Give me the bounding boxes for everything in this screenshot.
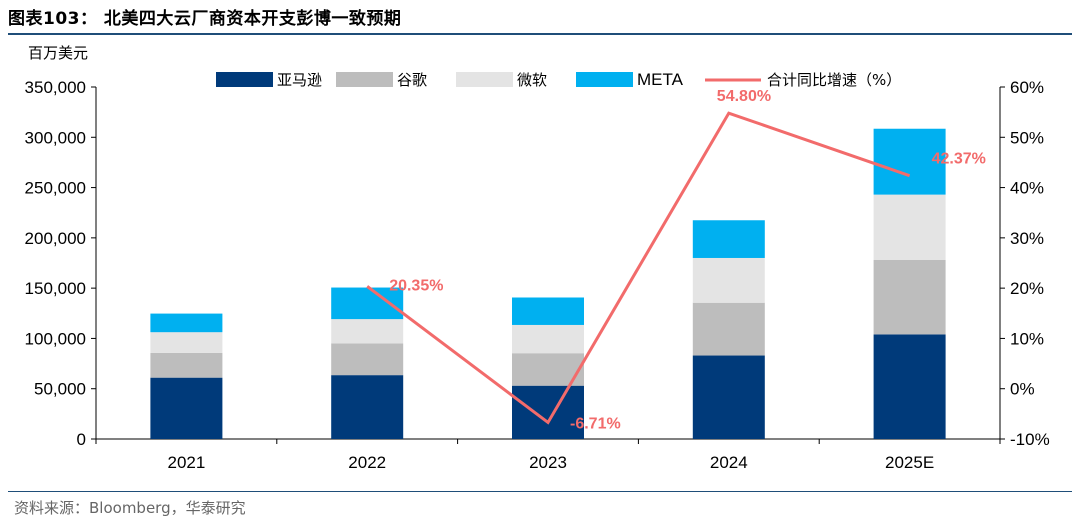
right-tick-label: 30% — [1010, 229, 1044, 248]
growth-data-label: -6.71% — [570, 415, 621, 432]
bar-segment — [331, 375, 404, 439]
legend-label: 谷歌 — [397, 71, 427, 89]
left-tick-label: 150,000 — [25, 279, 86, 298]
right-tick-label: 40% — [1010, 179, 1044, 198]
right-tick-label: 10% — [1010, 329, 1044, 348]
right-tick-label: -10% — [1010, 430, 1050, 449]
bar-segment — [331, 343, 404, 376]
x-tick-label: 2024 — [710, 453, 748, 472]
left-tick-label: 0 — [77, 430, 86, 449]
bar-segment — [150, 313, 223, 333]
growth-data-label: 20.35% — [389, 277, 443, 294]
bar-segment — [692, 302, 765, 356]
bar-segment — [873, 194, 946, 260]
legend-swatch — [216, 72, 273, 87]
x-tick-label: 2022 — [348, 453, 386, 472]
bar-segment — [873, 128, 946, 195]
growth-data-label: 54.80% — [717, 88, 771, 105]
right-tick-label: 20% — [1010, 279, 1044, 298]
chart-legend: 亚马逊 谷歌 微软 META 合计同比增速（%） — [216, 70, 901, 89]
left-tick-label: 250,000 — [25, 179, 86, 198]
chart-bars — [150, 128, 946, 439]
left-tick-label: 100,000 — [25, 329, 86, 348]
bar-segment — [150, 332, 223, 353]
bar-segment — [512, 324, 584, 354]
x-tick-label: 2023 — [529, 453, 567, 472]
right-tick-label: 50% — [1010, 128, 1044, 147]
legend-label: META — [637, 70, 684, 89]
x-tick-label: 2021 — [167, 453, 205, 472]
left-tick-label: 200,000 — [25, 229, 86, 248]
right-tick-label: 60% — [1010, 78, 1044, 97]
title-divider — [8, 33, 1072, 35]
unit-label: 百万美元 — [28, 44, 89, 62]
bar-segment — [873, 334, 946, 439]
growth-line — [366, 111, 911, 425]
legend-label: 微软 — [517, 71, 547, 89]
bar-segment — [512, 385, 584, 439]
legend-swatch — [576, 72, 633, 87]
source-note: 资料来源：Bloomberg，华泰研究 — [14, 499, 246, 517]
x-tick-label: 2025E — [885, 453, 934, 472]
bar-segment — [512, 297, 584, 325]
left-tick-label: 50,000 — [34, 380, 86, 399]
source-divider — [8, 491, 1072, 492]
legend-label: 亚马逊 — [277, 71, 322, 89]
chart-axes: 0 50,000 100,000 150,000 200,000 250,000 300,0… — [25, 78, 1050, 472]
legend-swatch — [456, 72, 513, 87]
bar-segment — [692, 355, 765, 439]
bar-segment — [692, 257, 765, 303]
right-tick-label: 0% — [1010, 380, 1035, 399]
growth-data-label: 42.37% — [932, 151, 986, 168]
legend-swatch — [336, 72, 393, 87]
bar-segment — [873, 259, 946, 335]
legend-label: 合计同比增速（%） — [767, 71, 901, 89]
left-tick-label: 300,000 — [25, 128, 86, 147]
growth-polyline — [366, 111, 911, 425]
bar-segment — [331, 319, 404, 344]
data-labels: 20.35% -6.71% 54.80% 42.37% — [389, 88, 986, 432]
left-tick-label: 350,000 — [25, 78, 86, 97]
bar-segment — [150, 377, 223, 439]
bar-segment — [692, 220, 765, 258]
figure-title: 图表103： 北美四大云厂商资本开支彭博一致预期 — [8, 9, 402, 29]
bar-segment — [150, 352, 223, 378]
